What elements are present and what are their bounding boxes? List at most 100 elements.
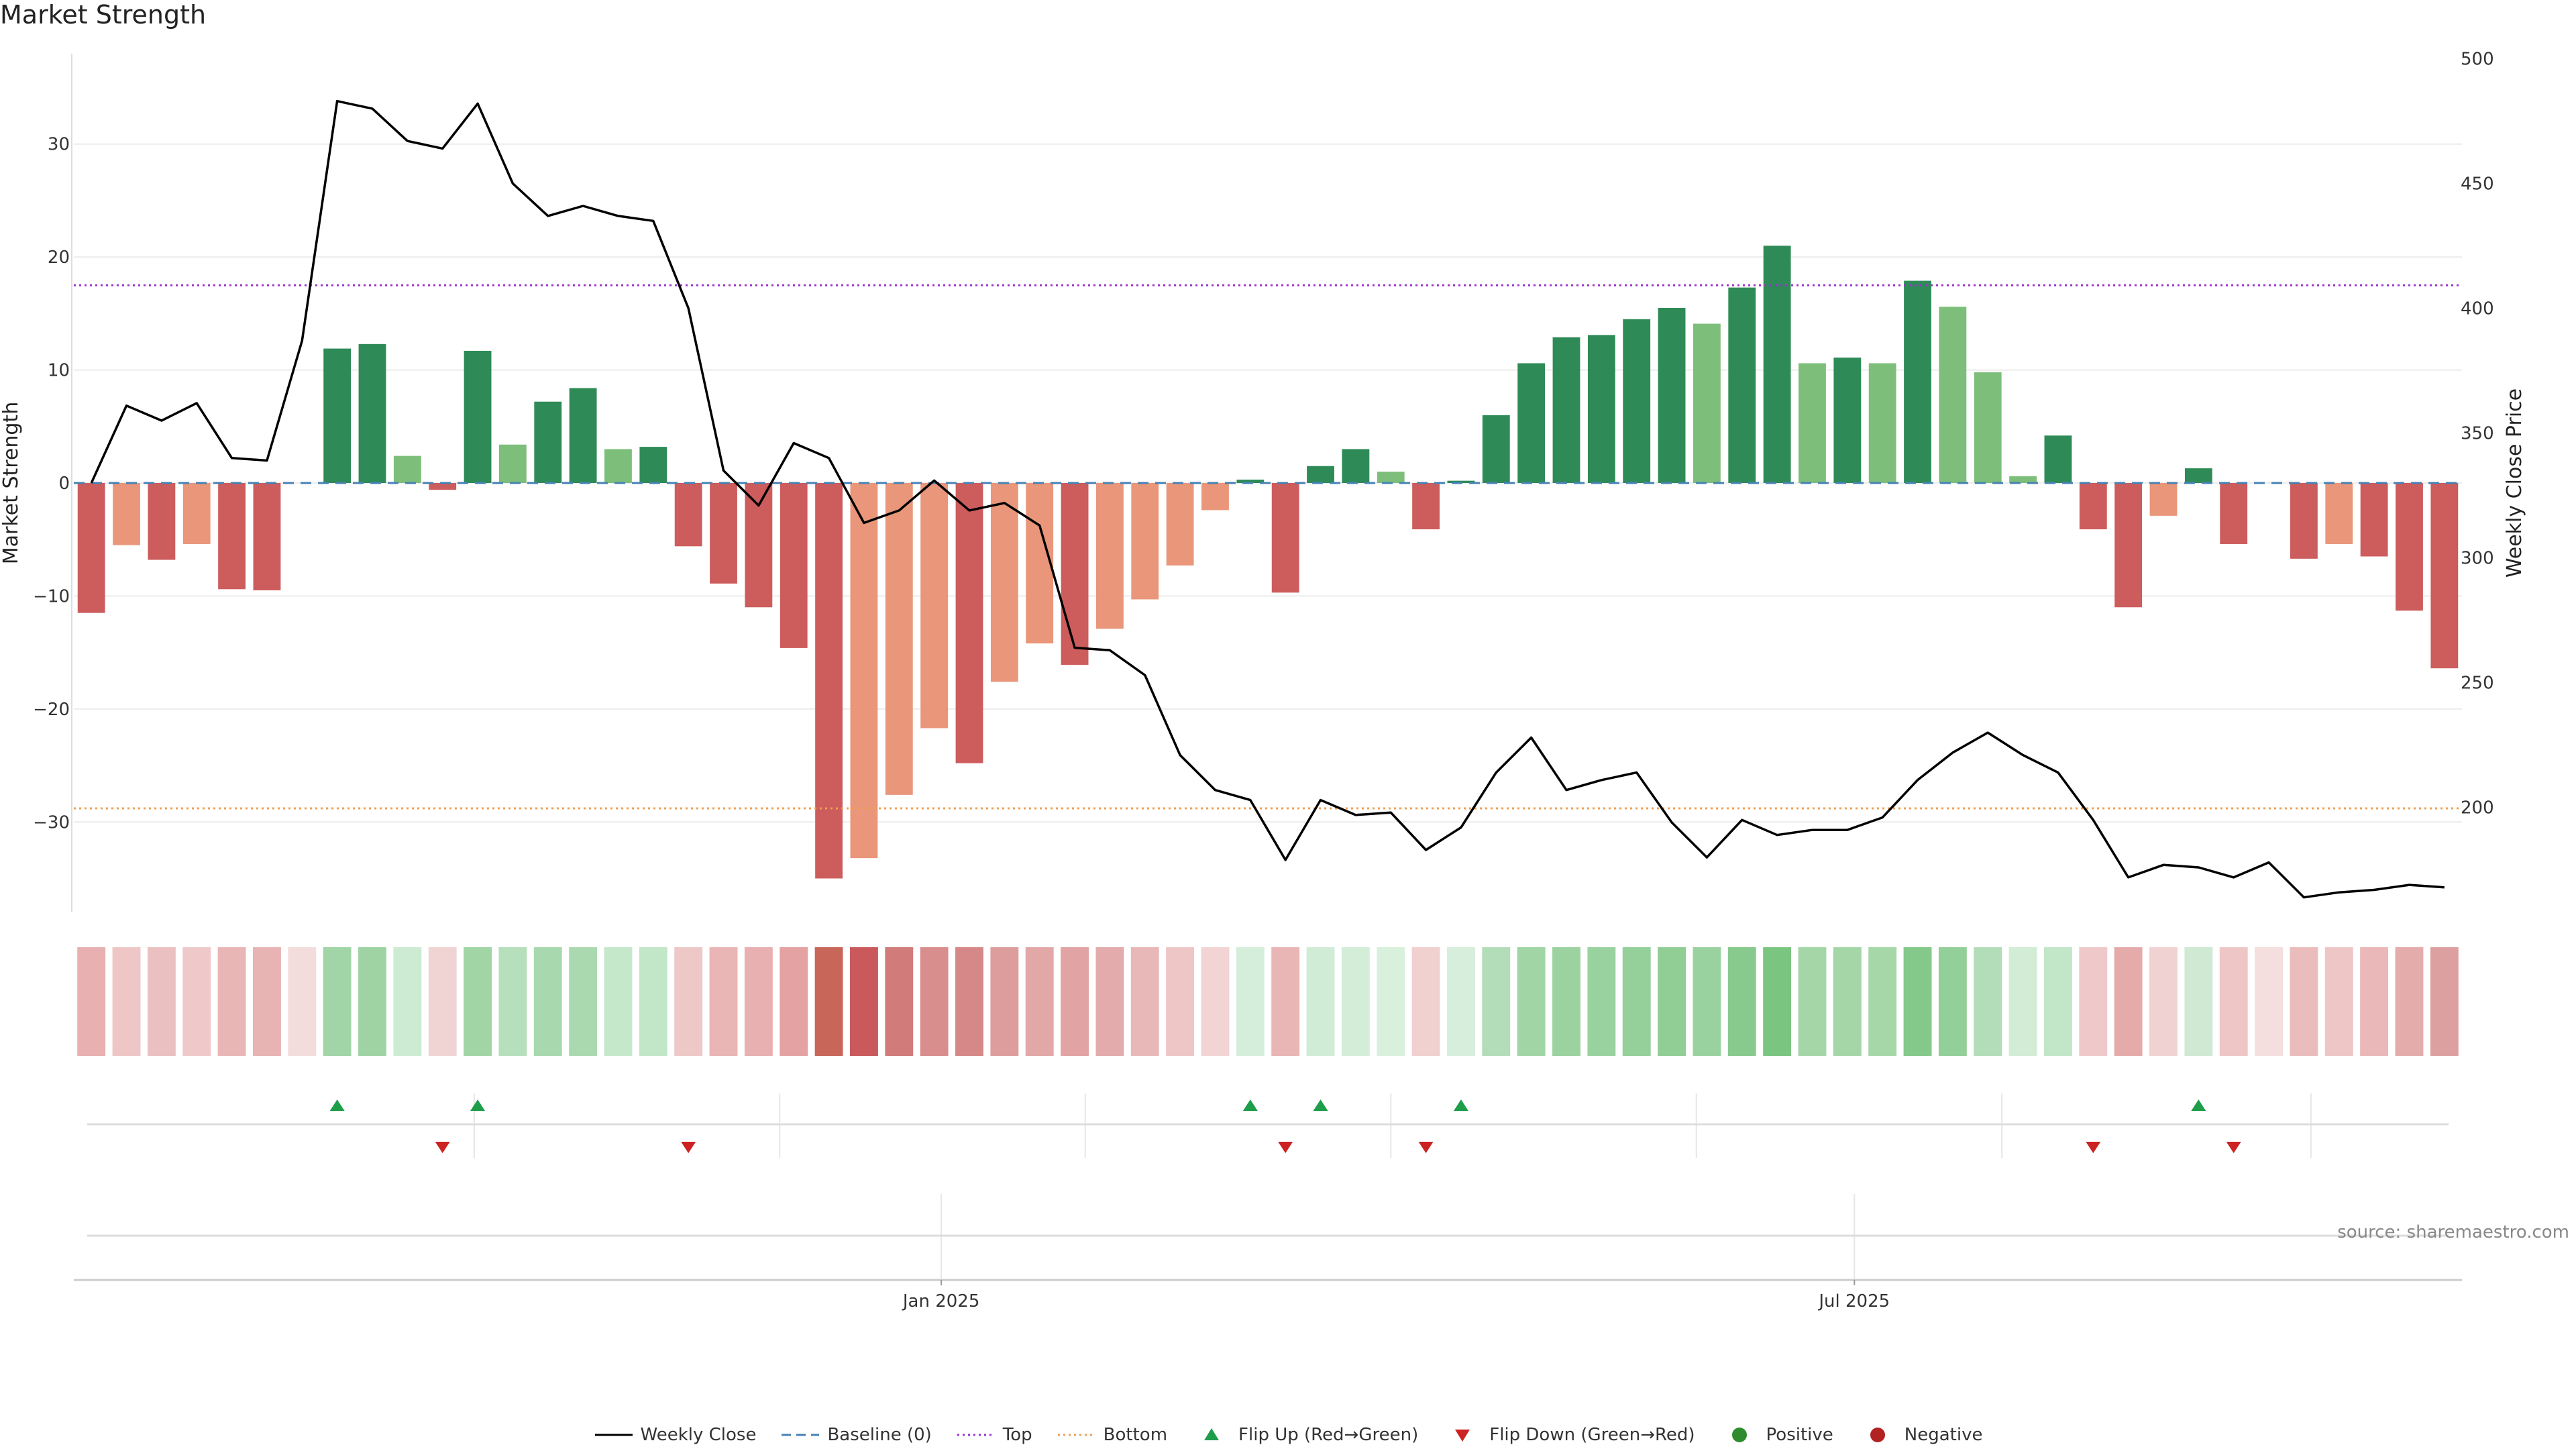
heat-cell — [1974, 947, 2002, 1056]
strength-bar — [1271, 483, 1299, 593]
strength-bar — [77, 483, 105, 613]
heat-cell — [639, 947, 667, 1056]
strength-bar — [1974, 372, 2002, 483]
heat-cell — [2044, 947, 2072, 1056]
heat-cell — [1095, 947, 1124, 1056]
heat-cell — [393, 947, 422, 1056]
dotted-line-purple-icon — [956, 1425, 996, 1445]
heat-cell — [2114, 947, 2143, 1056]
y2-tick-label: 400 — [2461, 299, 2494, 319]
heat-cell — [2290, 947, 2318, 1056]
y-tick-label: 30 — [48, 135, 70, 155]
heat-cell — [1377, 947, 1405, 1056]
strength-bar — [1587, 335, 1615, 483]
strength-bar — [604, 449, 632, 483]
heat-cell — [2149, 947, 2178, 1056]
legend-item-negative: Negative — [1858, 1425, 1982, 1445]
heat-cell — [358, 947, 386, 1056]
heat-cell — [1061, 947, 1089, 1056]
strength-bar — [1763, 246, 1791, 483]
y2-tick-label: 450 — [2461, 174, 2494, 194]
heat-cell — [1482, 947, 1511, 1056]
gridlines — [74, 143, 2462, 1280]
dot-red-icon — [1858, 1425, 1898, 1445]
heat-cell — [1271, 947, 1300, 1056]
heat-cell — [2395, 947, 2424, 1056]
strength-bar — [1026, 483, 1054, 644]
heat-cell — [674, 947, 703, 1056]
strength-bar — [1939, 307, 1967, 483]
strength-bar — [1412, 483, 1440, 530]
axes: Jan 2025 Jul 2025 −30 −20 −10 0 10 20 30 Market S… — [0, 49, 2526, 1311]
heat-cell — [2219, 947, 2248, 1056]
source-note: source: sharemaestro.com — [2337, 1222, 2569, 1242]
flip-up-marker — [1242, 1099, 1258, 1111]
strength-bar — [534, 401, 562, 483]
heat-cell — [1201, 947, 1230, 1056]
heat-cell — [253, 947, 281, 1056]
solid-line-icon — [594, 1425, 634, 1445]
heat-cell — [2255, 947, 2283, 1056]
legend-label: Flip Up (Red→Green) — [1238, 1425, 1419, 1445]
strength-bar — [2149, 483, 2178, 516]
triangle-down-icon — [1442, 1425, 1483, 1445]
strength-bar — [815, 483, 843, 879]
strength-bar — [1728, 287, 1756, 483]
flip-up-marker — [1453, 1099, 1468, 1111]
strength-bar — [1377, 472, 1405, 483]
flip-down-marker — [681, 1142, 696, 1153]
strength-bar — [745, 483, 773, 608]
strength-bar — [1517, 363, 1546, 483]
strength-bar — [2044, 435, 2072, 483]
x-tick-label: Jan 2025 — [902, 1291, 980, 1311]
legend-label: Flip Down (Green→Red) — [1489, 1425, 1695, 1445]
heat-cell — [1166, 947, 1195, 1056]
flip-down-marker — [2226, 1142, 2241, 1153]
flip-up-marker — [329, 1099, 345, 1111]
legend-item-top: Top — [956, 1425, 1032, 1445]
strength-bar — [1799, 363, 1826, 483]
dot-green-icon — [1719, 1425, 1760, 1445]
strength-bar — [1342, 449, 1370, 483]
heat-cell — [1903, 947, 1932, 1056]
strength-bars — [77, 246, 2459, 879]
y2-axis-title: Weekly Close Price — [2503, 388, 2526, 578]
heat-cell — [217, 947, 246, 1056]
strength-bar — [498, 444, 527, 483]
heat-cell — [1798, 947, 1827, 1056]
y2-tick-label: 300 — [2461, 549, 2494, 569]
weekly-close-line-layer — [90, 99, 2445, 899]
strength-bar — [674, 483, 702, 547]
flip-down-marker — [1418, 1142, 1434, 1153]
y2-tick-label: 350 — [2461, 424, 2494, 444]
heat-cell — [77, 947, 106, 1056]
heat-cell — [1341, 947, 1370, 1056]
heat-cell — [428, 947, 457, 1056]
strength-bar — [2079, 483, 2107, 530]
heat-cell — [814, 947, 843, 1056]
flip-down-marker — [1278, 1142, 1293, 1153]
legend-label: Baseline (0) — [827, 1425, 932, 1445]
strength-bar — [639, 447, 667, 483]
strength-bar — [148, 483, 176, 560]
heat-cell — [2360, 947, 2389, 1056]
heat-cell — [1587, 947, 1616, 1056]
dotted-line-orange-icon — [1057, 1425, 1097, 1445]
heat-cell — [2324, 947, 2353, 1056]
heat-cell — [1622, 947, 1651, 1056]
strength-bar — [990, 483, 1018, 682]
strength-bar — [569, 388, 597, 483]
y-tick-label: −10 — [33, 586, 70, 606]
strength-bar — [2009, 476, 2037, 483]
heat-cell — [323, 947, 352, 1056]
flip-up-marker — [470, 1099, 486, 1111]
strength-bar — [2325, 483, 2353, 544]
strength-bar — [2184, 468, 2212, 483]
heat-cell — [2008, 947, 2037, 1056]
heat-cell — [744, 947, 773, 1056]
flip-up-marker — [2191, 1099, 2206, 1111]
y-axis-title: Market Strength — [0, 402, 23, 564]
flip-down-marker — [435, 1142, 450, 1153]
strength-bar — [1552, 337, 1580, 483]
strength-bar — [1236, 479, 1265, 483]
